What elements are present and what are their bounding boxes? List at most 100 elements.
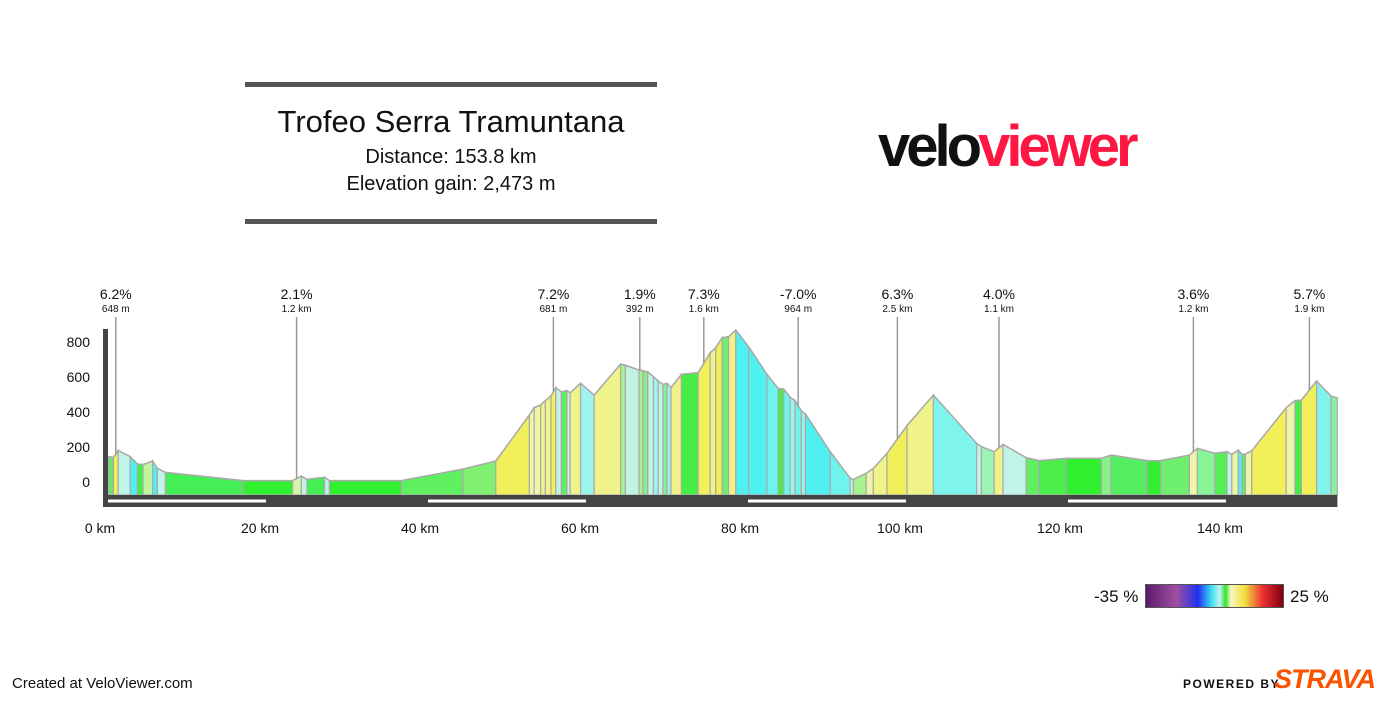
- profile-segment: [766, 372, 779, 496]
- strava-logo: STRAVA: [1274, 664, 1376, 694]
- climb-length-label: 1.1 km: [984, 304, 1014, 315]
- profile-segment: [642, 369, 649, 496]
- profile-segment: [872, 451, 888, 496]
- profile-segment: [647, 370, 655, 496]
- distance-stripe: [748, 499, 906, 503]
- profile-segment: [1285, 399, 1296, 496]
- profile-segment: [1244, 449, 1253, 496]
- profile-segment: [400, 468, 464, 496]
- profile-segment: [1002, 443, 1027, 496]
- profile-segment: [794, 398, 803, 496]
- profile-segment: [1159, 454, 1191, 496]
- x-tick-label: 100 km: [877, 520, 923, 536]
- profile-segment: [539, 399, 547, 496]
- profile-segment: [1146, 460, 1162, 496]
- climb-length-label: 1.6 km: [689, 304, 719, 315]
- created-at-text: Created at VeloViewer.com: [12, 675, 193, 692]
- climb-gradient-label: -7.0%: [780, 286, 817, 302]
- climb-gradient-label: 2.1%: [281, 286, 313, 302]
- profile-segment: [619, 363, 627, 496]
- profile-segment: [652, 375, 659, 496]
- profile-segment: [670, 372, 683, 496]
- distance-axis-bar: [103, 495, 1338, 507]
- climb-gradient-label: 1.9%: [624, 286, 656, 302]
- logo-viewer: viewer: [978, 114, 1139, 179]
- climb-gradient-label: 5.7%: [1293, 286, 1325, 302]
- profile-segment: [1226, 450, 1233, 496]
- route-distance: Distance: 153.8 km: [365, 146, 537, 168]
- x-tick-label: 120 km: [1037, 520, 1083, 536]
- profile-segment: [1214, 451, 1228, 496]
- profile-segment: [593, 362, 622, 496]
- logo-velo: velo: [878, 114, 982, 179]
- veloviewer-logo: veloviewer: [878, 118, 1139, 176]
- climb-length-label: 1.2 km: [282, 304, 312, 315]
- profile-segment: [533, 404, 542, 496]
- profile-segment: [1110, 454, 1148, 496]
- powered-by-text: POWERED BY: [1183, 677, 1281, 691]
- profile-segment: [932, 393, 978, 496]
- profile-segment: [697, 350, 711, 496]
- profile-segment: [1025, 456, 1040, 496]
- y-axis-bar: [103, 329, 108, 495]
- profile-segment: [1100, 454, 1112, 496]
- profile-segment: [1251, 405, 1287, 496]
- distance-stripe: [108, 499, 266, 503]
- climb-gradient-label: 6.3%: [881, 286, 913, 302]
- climb-length-label: 392 m: [626, 304, 654, 315]
- title-top-rule: [245, 82, 657, 87]
- profile-segment: [560, 389, 568, 496]
- route-elevation-gain: Elevation gain: 2,473 m: [346, 173, 556, 195]
- gradient-colorbar: [1145, 584, 1284, 608]
- x-tick-label: 0 km: [85, 520, 115, 536]
- profile-segment: [980, 445, 995, 496]
- profile-segment: [721, 336, 730, 496]
- x-tick-label: 20 km: [241, 520, 279, 536]
- profile-segment: [680, 371, 699, 496]
- profile-segment: [306, 476, 326, 496]
- gradient-legend-min: -35 %: [1094, 587, 1139, 606]
- climb-gradient-label: 3.6%: [1177, 286, 1209, 302]
- profile-segment: [550, 385, 557, 496]
- climb-gradient-label: 7.2%: [537, 286, 569, 302]
- x-tick-label: 40 km: [401, 520, 439, 536]
- climb-gradient-label: 7.3%: [688, 286, 720, 302]
- climb-length-label: 2.5 km: [882, 304, 912, 315]
- profile-segment: [117, 449, 131, 496]
- profile-segment: [1188, 447, 1199, 496]
- profile-segment: [657, 379, 664, 496]
- profile-segment: [579, 381, 595, 496]
- gradient-legend-max: 25 %: [1290, 587, 1329, 606]
- profile-segment: [993, 443, 1004, 496]
- profile-segment: [328, 480, 402, 496]
- profile-segment: [1196, 447, 1216, 496]
- profile-segment: [1038, 457, 1067, 496]
- title-bottom-rule: [245, 219, 657, 224]
- profile-segment: [783, 387, 791, 496]
- climb-length-label: 648 m: [102, 304, 130, 315]
- x-tick-label: 140 km: [1197, 520, 1243, 536]
- y-tick-label: 200: [67, 439, 91, 455]
- profile-segment: [108, 455, 115, 496]
- profile-segment: [975, 442, 983, 496]
- profile-segment: [1065, 457, 1103, 496]
- profile-segment: [777, 387, 785, 496]
- profile-segment: [528, 405, 535, 496]
- y-tick-label: 600: [67, 369, 91, 385]
- elevation-profile-chart: 0 200 400 600 800 0 km 20 km 40 km 60 km 80 km 100…: [67, 286, 1339, 536]
- profile-segment: [1315, 379, 1332, 496]
- profile-segment: [804, 411, 831, 496]
- profile-segment: [136, 463, 144, 496]
- profile-segment: [789, 396, 796, 496]
- climb-length-label: 1.2 km: [1178, 304, 1208, 315]
- profile-segment: [1294, 399, 1303, 496]
- profile-segment: [727, 328, 737, 496]
- climb-length-label: 1.9 km: [1294, 304, 1324, 315]
- profile-segment: [555, 386, 563, 496]
- profile-segment: [142, 460, 154, 496]
- profile-segment: [1330, 395, 1339, 496]
- profile-segment: [544, 394, 552, 496]
- profile-segment: [735, 328, 750, 496]
- profile-segment: [624, 364, 640, 496]
- profile-outline: [107, 328, 1338, 482]
